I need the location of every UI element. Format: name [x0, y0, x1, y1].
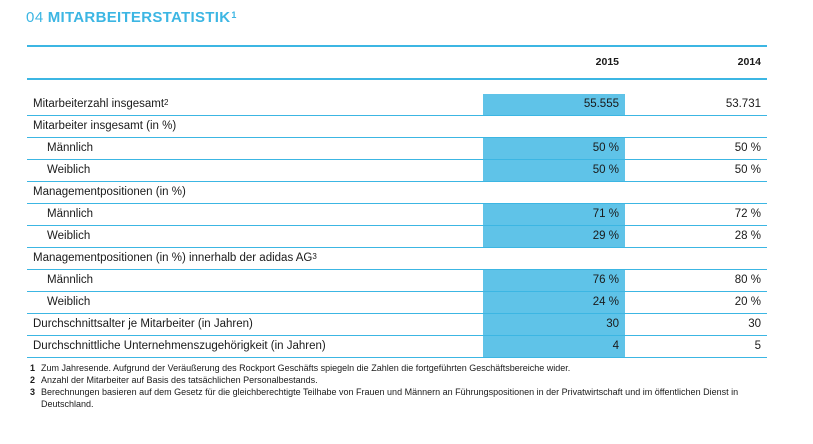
- value-2014: 30: [625, 313, 767, 336]
- row-label-text: Männlich: [47, 208, 94, 220]
- section-title: MITARBEITERSTATISTIK: [47, 9, 231, 26]
- value-2014: 28 %: [625, 225, 767, 248]
- row-label-text: Durchschnittliche Unternehmenszugehörigk…: [33, 340, 326, 352]
- value-2014: 72 %: [625, 203, 767, 226]
- footnote-number: 2: [30, 375, 36, 385]
- footnote-text: Berechnungen basieren auf dem Gesetz für…: [41, 387, 739, 409]
- row-label: Männlich: [27, 269, 483, 292]
- row-label: Männlich: [27, 203, 483, 226]
- row-label: Managementpositionen (in %): [27, 181, 483, 204]
- value-2015: 71 %: [483, 203, 625, 226]
- value-2015: [483, 115, 625, 138]
- row-label-text: Managementpositionen (in %): [33, 186, 186, 198]
- value-2014: 50 %: [625, 137, 767, 160]
- value-2015: 30: [483, 313, 625, 336]
- title-footnote-mark: 1: [231, 10, 237, 20]
- table-row: Managementpositionen (in %) innerhalb de…: [27, 247, 767, 270]
- table-header-row: 2015 2014: [27, 45, 767, 80]
- footnote-text: Anzahl der Mitarbeiter auf Basis des tat…: [41, 375, 318, 385]
- table-row: Mitarbeiter insgesamt (in %): [27, 115, 767, 138]
- value-2014: 80 %: [625, 269, 767, 292]
- header-year-2015: 2015: [483, 45, 625, 80]
- table-row: Durchschnittliche Unternehmenszugehörigk…: [27, 335, 767, 358]
- value-2015: 55.555: [483, 94, 625, 116]
- table-row: Männlich 76 % 80 %: [27, 269, 767, 292]
- row-label: Männlich: [27, 137, 483, 160]
- row-label-text: Managementpositionen (in %) innerhalb de…: [33, 252, 313, 264]
- table-row: Durchschnittsalter je Mitarbeiter (in Ja…: [27, 313, 767, 336]
- value-2014: [625, 181, 767, 204]
- row-label-text: Mitarbeiter insgesamt (in %): [33, 120, 177, 132]
- footnote-number: 1: [30, 363, 36, 373]
- table-row: Mitarbeiterzahl insgesamt2 55.555 53.731: [27, 94, 767, 116]
- footnotes: 1 Zum Jahresende. Aufgrund der Veräußerun…: [30, 362, 790, 410]
- spacer-row: [27, 79, 767, 94]
- table-row: Weiblich 24 % 20 %: [27, 291, 767, 314]
- row-label-text: Weiblich: [47, 230, 91, 242]
- row-label: Managementpositionen (in %) innerhalb de…: [27, 247, 483, 270]
- section-number: 04: [26, 9, 44, 26]
- table-row: Managementpositionen (in %): [27, 181, 767, 204]
- row-footnote-mark: 2: [164, 98, 169, 107]
- row-label-text: Männlich: [47, 274, 94, 286]
- row-label-text: Weiblich: [47, 296, 91, 308]
- table-row: Männlich 71 % 72 %: [27, 203, 767, 226]
- value-2014: 53.731: [625, 94, 767, 116]
- table-row: Männlich 50 % 50 %: [27, 137, 767, 160]
- row-label-text: Männlich: [47, 142, 94, 154]
- value-2015: 24 %: [483, 291, 625, 314]
- row-label: Weiblich: [27, 291, 483, 314]
- footnote-text: Zum Jahresende. Aufgrund der Veräußerung…: [41, 363, 571, 373]
- value-2014: [625, 247, 767, 270]
- row-label-text: Durchschnittsalter je Mitarbeiter (in Ja…: [33, 318, 253, 330]
- footnote-number: 3: [30, 387, 36, 397]
- row-label: Durchschnittsalter je Mitarbeiter (in Ja…: [27, 313, 483, 336]
- value-2015: 29 %: [483, 225, 625, 248]
- row-label-text: Weiblich: [47, 164, 91, 176]
- footnote-item: 3 Berechnungen basieren auf dem Gesetz fü…: [30, 386, 790, 410]
- footnote-item: 1 Zum Jahresende. Aufgrund der Veräußerun…: [30, 362, 790, 374]
- value-2015: 4: [483, 335, 625, 358]
- employee-statistics-table: 2015 2014 Mitarbeiterzahl insgesamt2 55.5…: [27, 45, 767, 358]
- row-label: Durchschnittliche Unternehmenszugehörigk…: [27, 335, 483, 358]
- header-label-cell: [27, 45, 483, 80]
- row-label: Weiblich: [27, 225, 483, 248]
- row-footnote-mark: 3: [312, 252, 317, 261]
- table-row: Weiblich 29 % 28 %: [27, 225, 767, 248]
- row-label-text: Mitarbeiterzahl insgesamt: [33, 98, 165, 110]
- value-2014: 5: [625, 335, 767, 358]
- value-2015: 50 %: [483, 159, 625, 182]
- footnote-item: 2 Anzahl der Mitarbeiter auf Basis des ta…: [30, 374, 790, 386]
- table-row: Weiblich 50 % 50 %: [27, 159, 767, 182]
- header-year-2014: 2014: [625, 45, 767, 80]
- value-2015: [483, 181, 625, 204]
- row-label: Mitarbeiter insgesamt (in %): [27, 115, 483, 138]
- value-2015: [483, 247, 625, 270]
- row-label: Weiblich: [27, 159, 483, 182]
- row-label: Mitarbeiterzahl insgesamt2: [27, 94, 483, 116]
- section-heading: 04 MITARBEITERSTATISTIK1: [26, 8, 236, 28]
- value-2014: [625, 115, 767, 138]
- value-2014: 50 %: [625, 159, 767, 182]
- value-2014: 20 %: [625, 291, 767, 314]
- value-2015: 50 %: [483, 137, 625, 160]
- value-2015: 76 %: [483, 269, 625, 292]
